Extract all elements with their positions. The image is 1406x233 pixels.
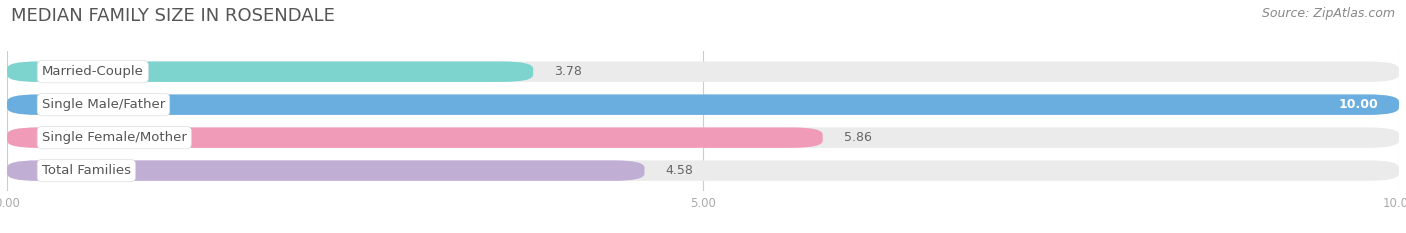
Text: Total Families: Total Families: [42, 164, 131, 177]
Text: MEDIAN FAMILY SIZE IN ROSENDALE: MEDIAN FAMILY SIZE IN ROSENDALE: [11, 7, 335, 25]
FancyBboxPatch shape: [7, 160, 1399, 181]
Text: 3.78: 3.78: [554, 65, 582, 78]
Text: Single Male/Father: Single Male/Father: [42, 98, 165, 111]
FancyBboxPatch shape: [7, 127, 1399, 148]
Text: Source: ZipAtlas.com: Source: ZipAtlas.com: [1261, 7, 1395, 20]
FancyBboxPatch shape: [7, 62, 533, 82]
Text: 10.00: 10.00: [1339, 98, 1378, 111]
FancyBboxPatch shape: [7, 94, 1399, 115]
Text: Married-Couple: Married-Couple: [42, 65, 143, 78]
Text: 4.58: 4.58: [665, 164, 693, 177]
Text: 5.86: 5.86: [844, 131, 872, 144]
FancyBboxPatch shape: [7, 127, 823, 148]
FancyBboxPatch shape: [7, 160, 644, 181]
Text: Single Female/Mother: Single Female/Mother: [42, 131, 187, 144]
FancyBboxPatch shape: [7, 62, 1399, 82]
FancyBboxPatch shape: [7, 94, 1399, 115]
